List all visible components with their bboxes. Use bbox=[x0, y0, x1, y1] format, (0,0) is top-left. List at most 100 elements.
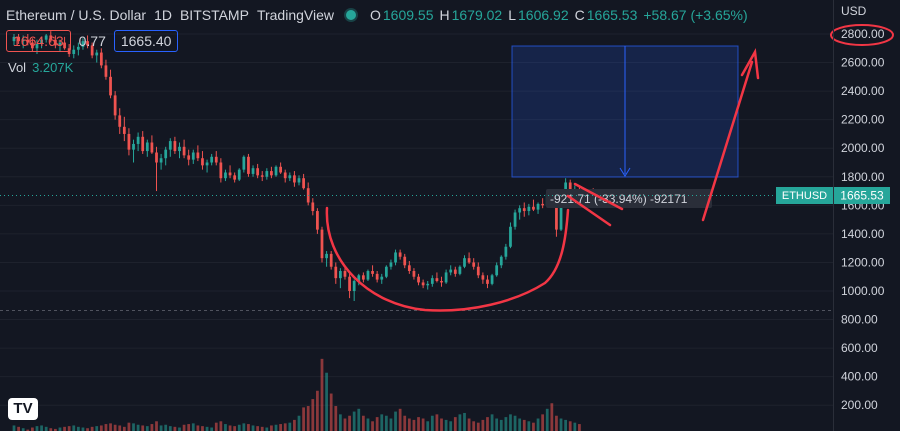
legend-header: Ethereum / U.S. Dollar 1D BITSTAMP Tradi… bbox=[6, 5, 754, 25]
target-price-circle[interactable] bbox=[830, 24, 894, 46]
cup-curve-drawing[interactable] bbox=[325, 206, 570, 312]
volume-bar bbox=[90, 426, 94, 431]
volume-bar bbox=[242, 423, 246, 431]
candle bbox=[136, 132, 140, 152]
volume-bar bbox=[444, 419, 448, 431]
candle bbox=[513, 209, 517, 230]
candle-body bbox=[76, 46, 80, 50]
candle bbox=[168, 138, 172, 157]
candle-body bbox=[384, 266, 388, 277]
candle-body bbox=[251, 168, 255, 174]
candle-body bbox=[403, 256, 407, 266]
volume-bar bbox=[26, 429, 30, 431]
candle bbox=[17, 34, 20, 44]
volume-bar bbox=[99, 425, 103, 431]
price-axis[interactable]: USD 200.00 400.00 600.00 800.00 1000.00 1200.… bbox=[776, 0, 890, 431]
volume-bar bbox=[136, 424, 140, 431]
candle-body bbox=[476, 266, 480, 276]
tradingview-logo-icon[interactable]: TV bbox=[8, 398, 38, 420]
volume-bar bbox=[426, 421, 430, 431]
volume-bar bbox=[325, 372, 328, 431]
candle-body bbox=[509, 226, 512, 247]
volume-bar bbox=[555, 415, 558, 431]
candle-body bbox=[145, 142, 149, 152]
volume-bar bbox=[293, 419, 296, 431]
candle bbox=[187, 149, 191, 166]
candle bbox=[251, 165, 255, 177]
candle-body bbox=[40, 39, 43, 44]
volume-bar bbox=[155, 421, 158, 431]
candle bbox=[444, 269, 448, 284]
close-key: C bbox=[574, 7, 585, 23]
candle-body bbox=[297, 178, 301, 183]
candle-body bbox=[522, 208, 526, 212]
candle-body bbox=[316, 211, 319, 230]
candle bbox=[159, 153, 163, 170]
volume-bar bbox=[58, 427, 62, 431]
measure-label-box bbox=[546, 189, 712, 208]
candle-body bbox=[320, 229, 324, 259]
candle-body bbox=[72, 49, 76, 54]
buy-price-button[interactable]: 1665.40 bbox=[113, 30, 179, 52]
candle bbox=[504, 243, 508, 260]
candle-body bbox=[481, 275, 485, 280]
sell-price-button[interactable]: 1664.63 bbox=[6, 30, 71, 52]
volume-bar bbox=[550, 403, 554, 431]
candle-body bbox=[219, 162, 223, 179]
candle bbox=[237, 168, 241, 182]
target-arrow-line[interactable] bbox=[701, 60, 754, 222]
candle-body bbox=[518, 208, 522, 213]
candle bbox=[486, 275, 489, 289]
volume-bar bbox=[104, 424, 108, 431]
volume-bar bbox=[283, 423, 287, 431]
volume-bar bbox=[145, 426, 149, 431]
candle bbox=[76, 42, 80, 56]
candle-body bbox=[288, 175, 292, 179]
candle bbox=[435, 272, 439, 283]
volume-bar bbox=[31, 427, 34, 431]
market-status-icon bbox=[345, 10, 356, 20]
volume-bar bbox=[279, 424, 282, 431]
handle-line-lower[interactable] bbox=[566, 194, 612, 227]
candle bbox=[233, 172, 237, 183]
candle-body bbox=[348, 276, 351, 291]
candle bbox=[481, 272, 485, 284]
candle-body bbox=[283, 172, 287, 179]
candle bbox=[86, 35, 89, 49]
chart-grid bbox=[0, 33, 833, 406]
candle bbox=[127, 128, 131, 156]
volume-bar bbox=[21, 428, 25, 431]
candle-body bbox=[334, 266, 338, 279]
candle-body bbox=[486, 279, 489, 284]
volume-bar bbox=[513, 415, 517, 431]
symbol-name[interactable]: Ethereum / U.S. Dollar bbox=[6, 7, 147, 23]
user-drawings[interactable] bbox=[325, 24, 894, 312]
candle bbox=[403, 253, 407, 269]
volume-bar bbox=[12, 425, 16, 431]
volume-bar bbox=[265, 427, 269, 431]
interval-label[interactable]: 1D bbox=[154, 7, 172, 23]
volume-bar bbox=[164, 424, 168, 431]
target-arrow-head[interactable] bbox=[740, 48, 760, 80]
candle-body bbox=[214, 156, 218, 163]
volume-bar bbox=[251, 425, 255, 431]
candle bbox=[279, 162, 282, 174]
candle bbox=[389, 259, 393, 270]
candle bbox=[109, 69, 112, 99]
handle-line-upper[interactable] bbox=[573, 182, 624, 211]
volume-bar bbox=[81, 427, 85, 431]
candle-body bbox=[458, 266, 462, 274]
candle-body bbox=[352, 281, 356, 291]
candle bbox=[463, 255, 466, 269]
volume-bar bbox=[233, 426, 237, 431]
candle bbox=[490, 273, 494, 286]
candle bbox=[63, 36, 66, 50]
price-range-measure[interactable] bbox=[511, 45, 739, 178]
volume-bar bbox=[407, 418, 411, 431]
candle bbox=[141, 131, 145, 154]
candle-body bbox=[527, 206, 531, 212]
candle-body bbox=[417, 276, 420, 283]
candle bbox=[316, 208, 319, 234]
candle-body bbox=[224, 172, 227, 179]
